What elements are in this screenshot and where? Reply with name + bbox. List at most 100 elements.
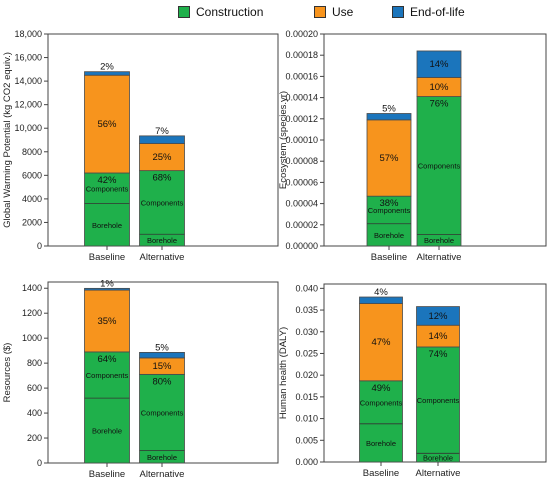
y-tick-label: 400 bbox=[27, 408, 42, 418]
bar-segment-construction bbox=[366, 195, 412, 247]
x-tick-label: Baseline bbox=[89, 252, 125, 263]
data-label-end-of-life: 7% bbox=[155, 126, 169, 137]
y-tick-label: 12,000 bbox=[14, 100, 42, 110]
y-tick-label: 2000 bbox=[22, 217, 42, 227]
x-tick-label: Alternative bbox=[140, 469, 185, 480]
legend-swatch-end-of-life bbox=[392, 6, 404, 18]
legend-label-end-of-life: End-of-life bbox=[410, 5, 465, 19]
bar-segment-construction bbox=[84, 172, 130, 247]
data-label-end-of-life: 14% bbox=[429, 59, 449, 70]
chart-gwp: 0 2000 4000 6000 8000 10,000 12,000 14,000 16,00… bbox=[2, 29, 279, 263]
x-tick-label: Alternative bbox=[140, 252, 185, 263]
data-label-end-of-life: 1% bbox=[100, 278, 114, 289]
data-label-use: 57% bbox=[379, 153, 399, 164]
y-tick-label: 0.000 bbox=[295, 457, 318, 467]
y-tick-label: 0 bbox=[37, 458, 42, 468]
legend-swatch-use bbox=[314, 6, 326, 18]
chart-resources: 0 200 400 600 800 1000 1200 1400 Resources ($) Bo… bbox=[2, 278, 279, 480]
y-tick-label: 0.00020 bbox=[285, 29, 318, 39]
chart-ecosystem: 0.00000 0.00002 0.00004 0.00006 0.00008 0.000… bbox=[278, 29, 547, 263]
bar-segment-end-of-life bbox=[139, 352, 185, 359]
y-axis-label: Resources ($) bbox=[2, 343, 13, 403]
x-tick-label: Baseline bbox=[89, 469, 125, 480]
bar-segment-end-of-life bbox=[139, 135, 185, 144]
y-tick-label: 6000 bbox=[22, 170, 42, 180]
legend-label-use: Use bbox=[332, 5, 354, 19]
data-label-end-of-life: 12% bbox=[428, 311, 448, 322]
borehole-label: Borehole bbox=[374, 231, 404, 240]
data-label-construction: 68% bbox=[152, 173, 172, 184]
components-label: Components bbox=[141, 408, 184, 417]
chart-human-health: 0.000 0.005 0.010 0.015 0.020 0.025 0.030 0.035… bbox=[278, 283, 547, 479]
data-label-use: 15% bbox=[152, 361, 172, 372]
y-tick-label: 16,000 bbox=[14, 53, 42, 63]
data-label-construction: 42% bbox=[97, 175, 117, 186]
data-label-construction: 38% bbox=[379, 198, 399, 209]
y-tick-label: 0.015 bbox=[295, 392, 318, 402]
components-label: Components bbox=[368, 206, 411, 215]
data-label-construction: 49% bbox=[371, 383, 391, 394]
y-tick-label: 1000 bbox=[22, 333, 42, 343]
y-tick-label: 0.00010 bbox=[285, 135, 318, 145]
x-tick-label: Baseline bbox=[371, 252, 407, 263]
y-axis-label: Global Warming Potential (kg CO2 equiv.) bbox=[2, 52, 13, 228]
y-tick-label: 1200 bbox=[22, 308, 42, 318]
y-tick-label: 14,000 bbox=[14, 76, 42, 86]
data-label-construction: 64% bbox=[97, 354, 117, 365]
data-label-use: 35% bbox=[97, 316, 117, 327]
y-tick-label: 0.00008 bbox=[285, 156, 318, 166]
bar-segment-end-of-life bbox=[416, 50, 462, 78]
y-tick-label: 1400 bbox=[22, 283, 42, 293]
legend-item-end-of-life: End-of-life bbox=[392, 5, 465, 19]
y-tick-label: 0.025 bbox=[295, 348, 318, 358]
borehole-label: Borehole bbox=[147, 236, 177, 245]
data-label-end-of-life: 4% bbox=[374, 287, 388, 298]
bar-segment-end-of-life bbox=[359, 296, 403, 304]
components-label: Components bbox=[360, 398, 403, 407]
data-label-use: 47% bbox=[371, 337, 391, 348]
components-label: Components bbox=[418, 161, 461, 170]
y-axis-label: Human health (DALY) bbox=[278, 327, 289, 419]
legend-label-construction: Construction bbox=[196, 5, 264, 19]
x-tick-label: Baseline bbox=[363, 468, 399, 479]
borehole-label: Borehole bbox=[147, 453, 177, 462]
legend-item-construction: Construction bbox=[178, 5, 263, 19]
bar-segment-use bbox=[366, 119, 412, 197]
components-label: Components bbox=[86, 184, 129, 193]
legend-swatch-construction bbox=[178, 6, 190, 18]
y-axis-label: Ecosystem (species.yr) bbox=[278, 91, 289, 189]
y-tick-label: 0.040 bbox=[295, 283, 318, 293]
x-tick-label: Alternative bbox=[417, 252, 462, 263]
bar-segment-use bbox=[84, 74, 130, 174]
data-label-end-of-life: 2% bbox=[100, 62, 114, 73]
legend: Construction Use End-of-life bbox=[0, 0, 550, 24]
components-label: Components bbox=[86, 371, 129, 380]
y-tick-label: 0 bbox=[37, 241, 42, 251]
y-tick-label: 0.00006 bbox=[285, 177, 318, 187]
y-tick-label: 0.00014 bbox=[285, 93, 318, 103]
y-tick-label: 18,000 bbox=[14, 29, 42, 39]
components-label: Components bbox=[141, 198, 184, 207]
bar-segment-end-of-life bbox=[84, 287, 130, 291]
borehole-label: Borehole bbox=[366, 439, 396, 448]
bar-segment-use bbox=[84, 289, 130, 353]
y-tick-label: 0.020 bbox=[295, 370, 318, 380]
borehole-label: Borehole bbox=[424, 236, 454, 245]
bar-segment-construction bbox=[139, 170, 185, 247]
y-tick-label: 0.005 bbox=[295, 435, 318, 445]
bar-segment-use bbox=[139, 143, 185, 172]
y-tick-label: 0.010 bbox=[295, 414, 318, 424]
y-tick-label: 0.00000 bbox=[285, 241, 318, 251]
y-tick-label: 600 bbox=[27, 383, 42, 393]
data-label-use: 56% bbox=[97, 119, 117, 130]
y-tick-label: 0.00016 bbox=[285, 71, 318, 81]
y-tick-label: 200 bbox=[27, 433, 42, 443]
y-tick-label: 0.00018 bbox=[285, 50, 318, 60]
data-label-construction: 74% bbox=[428, 349, 448, 360]
bar-segment-construction bbox=[84, 351, 130, 464]
y-tick-label: 0.030 bbox=[295, 327, 318, 337]
y-tick-label: 8000 bbox=[22, 147, 42, 157]
data-label-use: 14% bbox=[428, 331, 448, 342]
y-tick-label: 0.00004 bbox=[285, 199, 318, 209]
bar-segment-construction bbox=[359, 380, 403, 463]
